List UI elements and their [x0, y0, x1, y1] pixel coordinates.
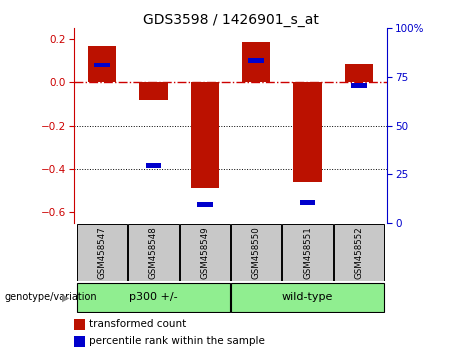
Bar — [231, 224, 281, 281]
Bar — [146, 163, 161, 168]
Bar — [191, 82, 219, 188]
Bar — [345, 64, 373, 82]
Text: genotype/variation: genotype/variation — [5, 292, 97, 302]
Bar — [74, 336, 85, 347]
Bar — [180, 224, 230, 281]
Bar — [242, 42, 270, 82]
Bar — [128, 224, 178, 281]
Bar — [77, 224, 127, 281]
Bar — [351, 83, 367, 88]
Text: p300 +/-: p300 +/- — [129, 292, 178, 302]
Bar — [94, 63, 110, 68]
Text: GSM458551: GSM458551 — [303, 226, 312, 279]
Bar — [197, 202, 213, 207]
Text: GSM458547: GSM458547 — [98, 226, 106, 279]
Bar — [283, 224, 333, 281]
Text: GSM458550: GSM458550 — [252, 226, 260, 279]
Bar — [334, 224, 384, 281]
Text: GSM458552: GSM458552 — [355, 226, 363, 279]
Text: transformed count: transformed count — [89, 319, 187, 329]
Bar — [248, 58, 264, 63]
Bar — [77, 283, 230, 312]
Bar — [300, 200, 315, 205]
Bar — [88, 46, 116, 82]
Bar — [139, 82, 167, 100]
Text: GSM458549: GSM458549 — [201, 226, 209, 279]
Bar — [74, 319, 85, 330]
Text: ▶: ▶ — [62, 292, 69, 302]
Title: GDS3598 / 1426901_s_at: GDS3598 / 1426901_s_at — [142, 13, 319, 27]
Text: percentile rank within the sample: percentile rank within the sample — [89, 336, 266, 346]
Bar — [294, 82, 322, 182]
Text: wild-type: wild-type — [282, 292, 333, 302]
Bar — [231, 283, 384, 312]
Text: GSM458548: GSM458548 — [149, 226, 158, 279]
